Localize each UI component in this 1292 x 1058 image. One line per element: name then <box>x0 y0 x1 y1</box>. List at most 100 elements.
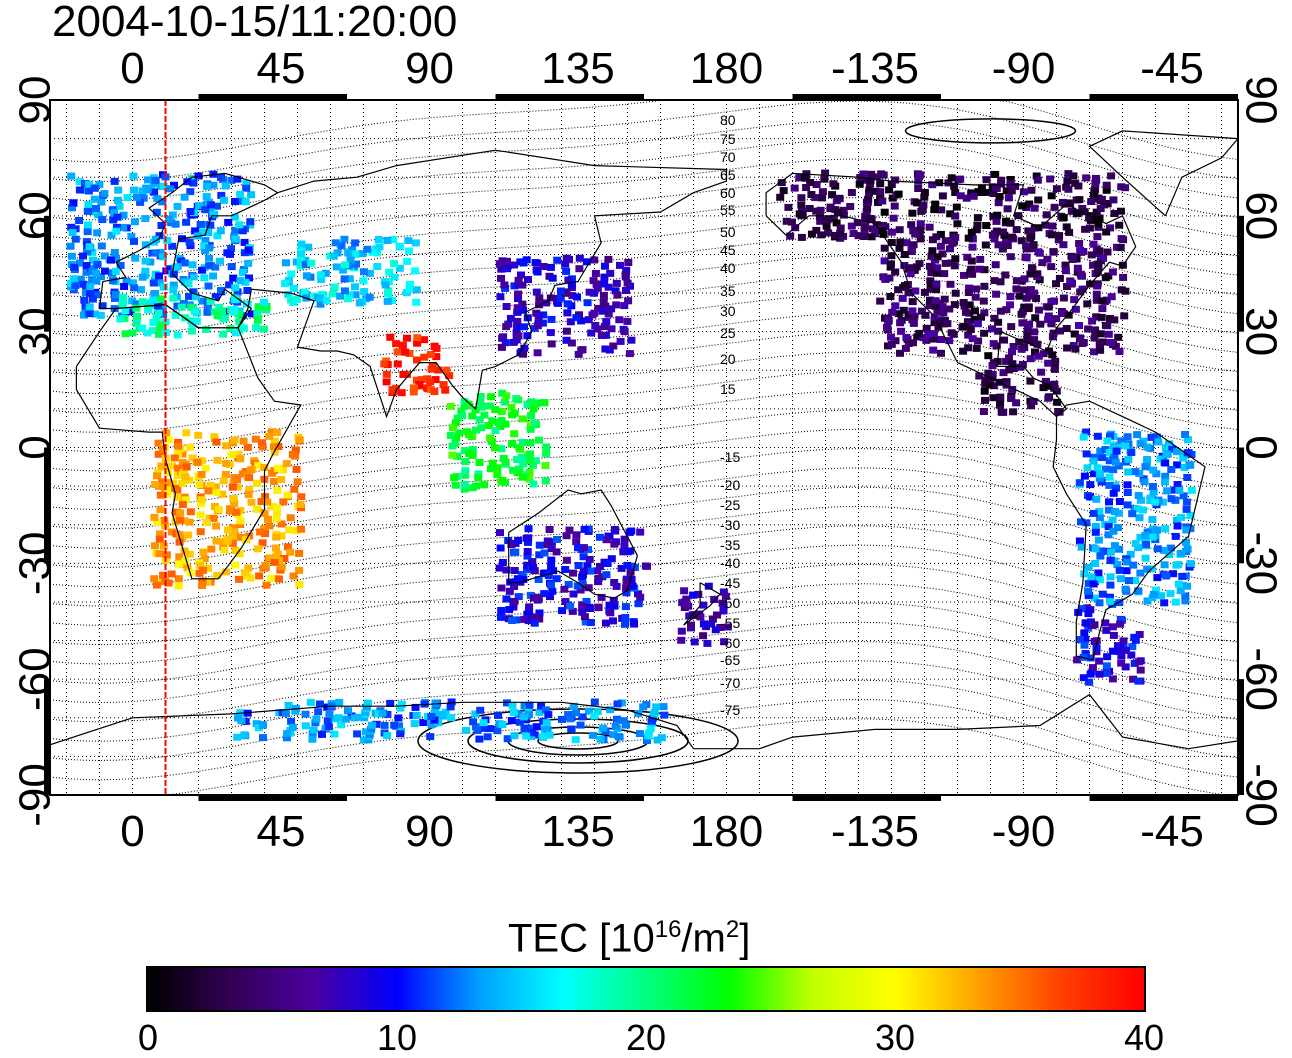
tec-pixel <box>491 427 500 434</box>
y-tick-right: -30 <box>1237 532 1286 596</box>
tec-pixel <box>204 229 213 237</box>
tec-pixel <box>255 572 264 580</box>
tec-pixel <box>1113 647 1122 655</box>
tec-pixel <box>1089 261 1098 269</box>
tec-pixel <box>524 705 533 713</box>
tec-pixel <box>915 231 924 238</box>
tec-pixel <box>212 488 221 496</box>
x-tick-bottom: -45 <box>1140 807 1204 856</box>
tec-pixel <box>1090 348 1098 356</box>
tec-pixel <box>431 706 440 714</box>
tec-pixel <box>1102 626 1111 634</box>
tec-pixel <box>607 305 616 313</box>
tec-pixel <box>602 536 611 544</box>
tec-pixel <box>1031 314 1040 322</box>
tec-pixel <box>412 711 421 719</box>
tec-pixel <box>1094 536 1103 544</box>
tec-pixel <box>1089 580 1098 588</box>
tec-pixel <box>203 302 212 310</box>
tec-pixel <box>392 340 401 348</box>
y-tick-right: -60 <box>1237 647 1286 711</box>
tec-pixel <box>350 250 359 258</box>
tec-pixel <box>574 562 583 569</box>
tec-pixel <box>1090 594 1099 602</box>
tec-pixel <box>206 298 215 305</box>
tec-pixel <box>1007 187 1016 195</box>
tec-pixel <box>84 201 93 209</box>
tec-pixel <box>76 275 85 283</box>
tec-pixel <box>493 727 502 735</box>
tec-pixel <box>175 560 184 568</box>
tec-pixel <box>894 310 903 318</box>
tec-pixel <box>1075 479 1084 487</box>
tec-pixel <box>1053 398 1062 406</box>
tec-pixel <box>244 259 253 267</box>
tec-pixel <box>88 248 97 256</box>
tec-pixel <box>497 584 506 592</box>
tec-pixel <box>583 562 592 570</box>
tec-pixel <box>417 376 426 384</box>
tec-pixel <box>1028 265 1037 273</box>
tec-pixel <box>306 698 315 706</box>
tec-pixel <box>419 719 428 726</box>
tec-pixel <box>1163 487 1172 495</box>
tec-pixel <box>891 268 900 276</box>
tec-pixel <box>1153 545 1162 553</box>
tec-pixel <box>193 458 202 466</box>
tec-pixel <box>1087 198 1096 205</box>
tec-pixel <box>1170 486 1179 494</box>
tec-pixel <box>265 554 274 562</box>
tec-pixel <box>1055 232 1064 240</box>
tec-pixel <box>121 307 130 314</box>
tec-pixel <box>517 271 525 279</box>
tec-pixel <box>535 436 543 444</box>
tec-pixel <box>1160 546 1169 554</box>
tec-pixel <box>114 186 123 194</box>
tec-pixel <box>590 698 599 706</box>
tec-pixel <box>904 288 913 296</box>
frame-bar <box>1089 94 1238 100</box>
tec-pixel <box>488 459 497 467</box>
tec-pixel <box>363 699 372 707</box>
tec-pixel <box>930 319 939 327</box>
tec-pixel <box>254 303 263 311</box>
tec-pixel <box>475 459 484 466</box>
tec-pixel <box>970 315 979 323</box>
mlat-label: 60 <box>720 185 736 201</box>
tec-pixel <box>1008 360 1017 368</box>
tec-pixel <box>234 310 243 318</box>
tec-pixel <box>824 229 833 237</box>
tec-pixel <box>817 231 826 239</box>
tec-pixel <box>887 340 896 348</box>
tec-pixel <box>1006 180 1015 188</box>
tec-pixel <box>612 279 621 287</box>
tec-pixel <box>359 277 368 285</box>
tec-pixel <box>815 213 824 220</box>
tec-pixel <box>578 573 587 581</box>
tec-pixel <box>720 638 729 646</box>
tec-pixel <box>510 597 519 605</box>
tec-pixel <box>1149 488 1158 496</box>
tec-pixel <box>217 174 225 181</box>
tec-pixel <box>253 479 261 487</box>
tec-pixel <box>887 252 896 260</box>
tec-pixel <box>81 289 90 297</box>
tec-pixel <box>226 325 235 332</box>
tec-pixel <box>539 263 548 270</box>
tec-pixel <box>816 217 825 225</box>
tec-pixel <box>1102 662 1111 670</box>
tec-pixel <box>1047 263 1056 271</box>
tec-pixel <box>218 490 227 498</box>
tec-pixel <box>1086 670 1095 678</box>
tec-pixel <box>1055 274 1064 282</box>
tec-pixel <box>1104 531 1113 539</box>
tec-pixel <box>863 205 872 212</box>
tec-pixel <box>1141 463 1150 471</box>
tec-pixel <box>434 366 443 374</box>
tec-pixel <box>164 436 173 444</box>
tec-pixel <box>139 194 148 202</box>
tec-pixel <box>964 289 973 296</box>
tec-pixel <box>594 603 603 611</box>
tec-pixel <box>1141 554 1150 562</box>
tec-pixel <box>938 318 947 326</box>
